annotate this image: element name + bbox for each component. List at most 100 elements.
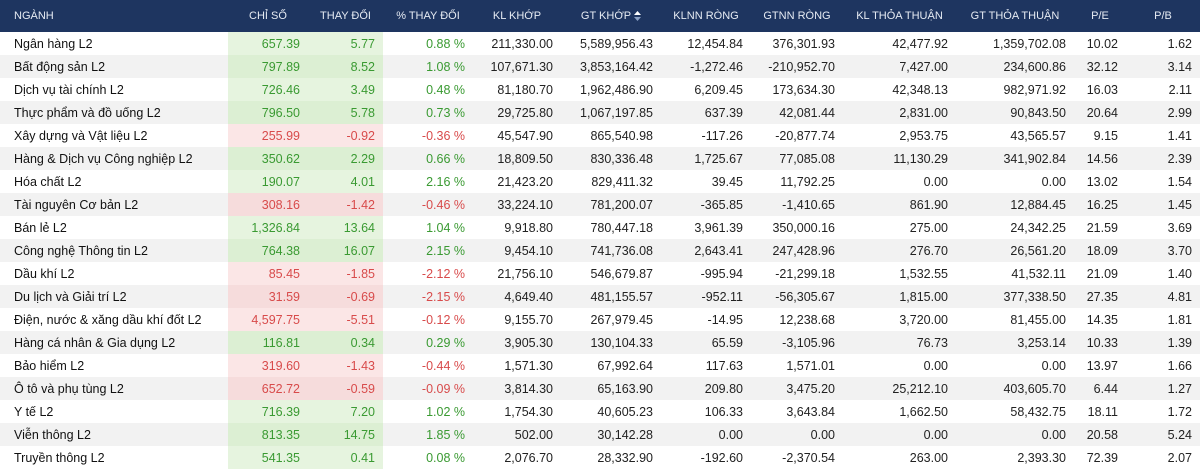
cell: 12,238.68 [779, 312, 835, 327]
cell: -117.26 [701, 128, 743, 143]
cell: 21.09 [1086, 266, 1118, 281]
cell: 1,571.30 [504, 358, 553, 373]
cell: 9.15 [1093, 128, 1118, 143]
sector-name: Dầu khí L2 [14, 266, 75, 281]
cell: 1.08 % [383, 55, 473, 78]
cell: 8.52 [308, 55, 383, 78]
cell: 1.72 [1167, 404, 1192, 419]
sector-name: Dịch vụ tài chính L2 [14, 82, 124, 97]
column-header[interactable]: GT KHỚP [561, 0, 661, 32]
cell: 14.75 [308, 423, 383, 446]
cell: 780,447.18 [590, 220, 653, 235]
column-header[interactable]: GT THỎA THUẬN [956, 0, 1074, 32]
cell: 5.77 [308, 32, 383, 55]
cell: 2,953.75 [899, 128, 948, 143]
cell: 9,454.10 [473, 239, 561, 262]
cell: 1,326.84 [228, 216, 308, 239]
column-header[interactable]: NGÀNH [0, 0, 228, 32]
cell: 726.46 [228, 78, 308, 101]
column-header[interactable]: P/E [1074, 0, 1126, 32]
cell: 81,180.70 [497, 82, 553, 97]
table-row: Y tế L2 716.39 7.20 1.02 % 1,754.30 40,605.23… [0, 400, 1200, 423]
cell: -2,370.54 [782, 450, 835, 465]
table-row: Truyền thông L2 541.35 0.41 0.08 % 2,076.70 2… [0, 446, 1200, 469]
cell: 14.35 [1086, 312, 1118, 327]
cell: 1.41 [1167, 128, 1192, 143]
cell: -21,299.18 [775, 266, 835, 281]
cell: 0.00 [923, 358, 948, 373]
cell: 16.03 [1086, 82, 1118, 97]
cell: 376,301.93 [772, 36, 835, 51]
column-header[interactable]: % THAY ĐỔI [383, 0, 473, 32]
sector-name: Hóa chất L2 [14, 174, 82, 189]
cell: 2.29 [308, 147, 383, 170]
cell: 541.35 [228, 446, 308, 469]
cell: 10.33 [1074, 331, 1126, 354]
cell: 130,104.33 [561, 331, 661, 354]
cell: 209.80 [661, 377, 751, 400]
cell: 0.00 [923, 174, 948, 189]
table-row: Bất động sản L2 797.89 8.52 1.08 % 107,671.3… [0, 55, 1200, 78]
cell: -1.43 [308, 354, 383, 377]
cell: 2.15 % [383, 239, 473, 262]
column-header[interactable]: KL KHỚP [473, 0, 561, 32]
cell: 11,130.29 [843, 147, 956, 170]
cell: -192.60 [700, 450, 743, 465]
column-header[interactable]: CHỈ SỐ [228, 0, 308, 32]
cell: 1.27 [1126, 377, 1200, 400]
cell: 65.59 [661, 331, 751, 354]
cell: 21,423.20 [497, 174, 553, 189]
sector-name: Bán lẻ L2 [14, 220, 67, 235]
sector-name: Thực phẩm và đồ uống L2 [0, 101, 228, 124]
table-row: Điện, nước & xăng dầu khí đốt L2 4,597.75… [0, 308, 1200, 331]
sort-up [634, 11, 642, 16]
cell: 2,831.00 [843, 101, 956, 124]
cell: 42,348.13 [892, 82, 948, 97]
cell: 637.39 [661, 101, 751, 124]
table-row: Du lịch và Giải trí L2 31.59 -0.69 -2.15 % 4… [0, 285, 1200, 308]
table-body: Ngân hàng L2 657.39 5.77 0.88 % 211,330.00 5,… [0, 32, 1200, 469]
table-row: Ô tô và phụ tùng L2 652.72 -0.59 -0.09 % 3,8… [0, 377, 1200, 400]
table-row: Hàng & Dịch vụ Công nghiệp L2 350.62 2.29 0… [0, 147, 1200, 170]
column-header[interactable]: KL THỎA THUẬN [843, 0, 956, 32]
sector-name: Ngân hàng L2 [14, 36, 93, 51]
cell: 829,411.32 [591, 174, 653, 189]
sector-name: Hàng & Dịch vụ Công nghiệp L2 [0, 147, 228, 170]
cell: 9,155.70 [504, 312, 553, 327]
column-header[interactable]: GTNN RÒNG [751, 0, 843, 32]
cell: 982,971.92 [1003, 82, 1066, 97]
cell: 1,359,702.08 [993, 36, 1066, 51]
cell: 3,905.30 [473, 331, 561, 354]
cell: -952.11 [661, 285, 751, 308]
cell: -210,952.70 [751, 55, 843, 78]
cell: 1,532.55 [899, 266, 948, 281]
cell: 502.00 [473, 423, 561, 446]
cell: 263.00 [909, 450, 948, 465]
cell: 12,454.84 [687, 36, 743, 51]
cell: 21,756.10 [497, 266, 553, 281]
column-header[interactable]: P/B [1126, 0, 1200, 32]
cell: -365.85 [661, 193, 751, 216]
cell: -0.09 % [383, 377, 473, 400]
column-header[interactable]: THAY ĐỔI [308, 0, 383, 32]
sector-name: Điện, nước & xăng dầu khí đốt L2 [14, 312, 202, 327]
cell: 1.40 [1167, 266, 1192, 281]
cell: 796.50 [228, 101, 308, 124]
cell: 0.00 [661, 423, 751, 446]
cell: -1,410.65 [751, 193, 843, 216]
cell: 10.02 [1086, 36, 1118, 51]
sort-icon[interactable] [634, 11, 642, 22]
cell: 67,992.64 [597, 358, 653, 373]
cell: 58,432.75 [1010, 404, 1066, 419]
cell: 0.66 % [383, 147, 473, 170]
cell: 2,393.30 [1017, 450, 1066, 465]
cell: -0.36 % [421, 128, 465, 143]
table-row: Xây dựng và Vật liệu L2 255.99 -0.92 -0.36 … [0, 124, 1200, 147]
cell: 39.45 [711, 174, 743, 189]
column-header[interactable]: KLNN RÒNG [661, 0, 751, 32]
cell: 76.73 [843, 331, 956, 354]
cell: 797.89 [228, 55, 308, 78]
sort-down [634, 17, 642, 22]
